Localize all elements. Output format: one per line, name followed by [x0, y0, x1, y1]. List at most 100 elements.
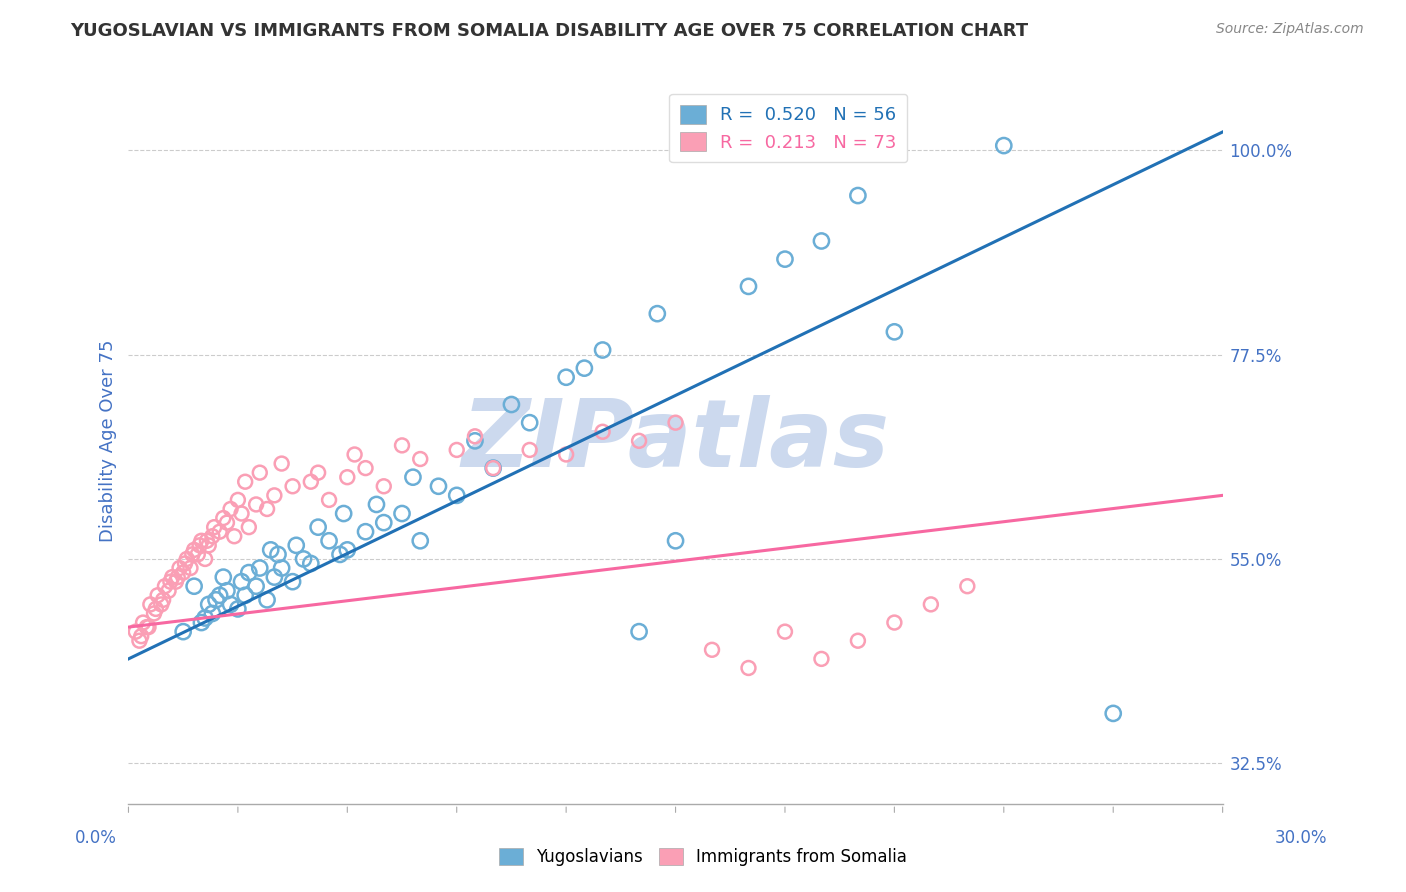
Point — [215, 516, 238, 530]
Point — [249, 466, 271, 480]
Point — [664, 533, 686, 548]
Point — [208, 524, 231, 539]
Point — [201, 529, 224, 543]
Text: YUGOSLAVIAN VS IMMIGRANTS FROM SOMALIA DISABILITY AGE OVER 75 CORRELATION CHART: YUGOSLAVIAN VS IMMIGRANTS FROM SOMALIA D… — [70, 22, 1028, 40]
Point — [159, 574, 181, 589]
Point — [664, 416, 686, 430]
Point — [519, 442, 541, 457]
Point — [628, 434, 651, 448]
Point — [993, 138, 1015, 153]
Point — [226, 602, 249, 616]
Point — [212, 511, 235, 525]
Point — [245, 579, 267, 593]
Point — [135, 620, 157, 634]
Point — [482, 461, 505, 475]
Point — [446, 488, 468, 502]
Point — [208, 588, 231, 602]
Point — [647, 307, 669, 321]
Point — [166, 570, 188, 584]
Point — [267, 548, 290, 562]
Point — [233, 588, 256, 602]
Point — [592, 343, 614, 357]
Point — [194, 611, 217, 625]
Point — [183, 542, 205, 557]
Point — [700, 642, 723, 657]
Point — [318, 533, 340, 548]
Point — [238, 520, 260, 534]
Point — [281, 574, 304, 589]
Point — [270, 561, 292, 575]
Point — [354, 524, 377, 539]
Text: 30.0%: 30.0% — [1274, 829, 1327, 847]
Point — [219, 598, 242, 612]
Point — [773, 252, 796, 267]
Text: Source: ZipAtlas.com: Source: ZipAtlas.com — [1216, 22, 1364, 37]
Point — [190, 533, 212, 548]
Point — [162, 570, 184, 584]
Point — [336, 542, 359, 557]
Point — [172, 624, 194, 639]
Point — [920, 598, 942, 612]
Point — [125, 624, 148, 639]
Point — [194, 552, 217, 566]
Point — [165, 574, 187, 589]
Point — [256, 592, 278, 607]
Point — [332, 507, 354, 521]
Point — [307, 520, 329, 534]
Point — [402, 470, 425, 484]
Point — [201, 607, 224, 621]
Point — [215, 583, 238, 598]
Point — [224, 529, 246, 543]
Point — [464, 434, 486, 448]
Point — [146, 588, 169, 602]
Point — [238, 566, 260, 580]
Point — [883, 325, 905, 339]
Point — [366, 498, 388, 512]
Point — [202, 520, 225, 534]
Point — [172, 566, 194, 580]
Text: ZIPatlas: ZIPatlas — [461, 395, 890, 487]
Point — [409, 452, 432, 467]
Point — [256, 502, 278, 516]
Point — [263, 570, 285, 584]
Point — [354, 461, 377, 475]
Point — [956, 579, 979, 593]
Point — [145, 602, 167, 616]
Point — [270, 457, 292, 471]
Point — [226, 492, 249, 507]
Point — [592, 425, 614, 439]
Point — [409, 533, 432, 548]
Point — [318, 492, 340, 507]
Point — [737, 661, 759, 675]
Point — [1102, 706, 1125, 721]
Point — [181, 548, 204, 562]
Point — [391, 507, 413, 521]
Point — [139, 598, 162, 612]
Point — [152, 592, 174, 607]
Point — [205, 592, 228, 607]
Point — [373, 516, 395, 530]
Point — [628, 624, 651, 639]
Point — [281, 479, 304, 493]
Point — [482, 461, 505, 475]
Y-axis label: Disability Age Over 75: Disability Age Over 75 — [100, 340, 117, 542]
Point — [190, 615, 212, 630]
Legend: Yugoslavians, Immigrants from Somalia: Yugoslavians, Immigrants from Somalia — [492, 841, 914, 873]
Point — [231, 574, 253, 589]
Point — [773, 624, 796, 639]
Point — [233, 475, 256, 489]
Point — [574, 361, 596, 376]
Point — [464, 429, 486, 443]
Point — [153, 579, 176, 593]
Point — [555, 448, 578, 462]
Point — [197, 538, 219, 552]
Text: 0.0%: 0.0% — [75, 829, 117, 847]
Point — [307, 466, 329, 480]
Point — [883, 615, 905, 630]
Point — [150, 598, 173, 612]
Point — [336, 470, 359, 484]
Point — [285, 538, 308, 552]
Point — [391, 438, 413, 452]
Point — [446, 442, 468, 457]
Point — [810, 652, 832, 666]
